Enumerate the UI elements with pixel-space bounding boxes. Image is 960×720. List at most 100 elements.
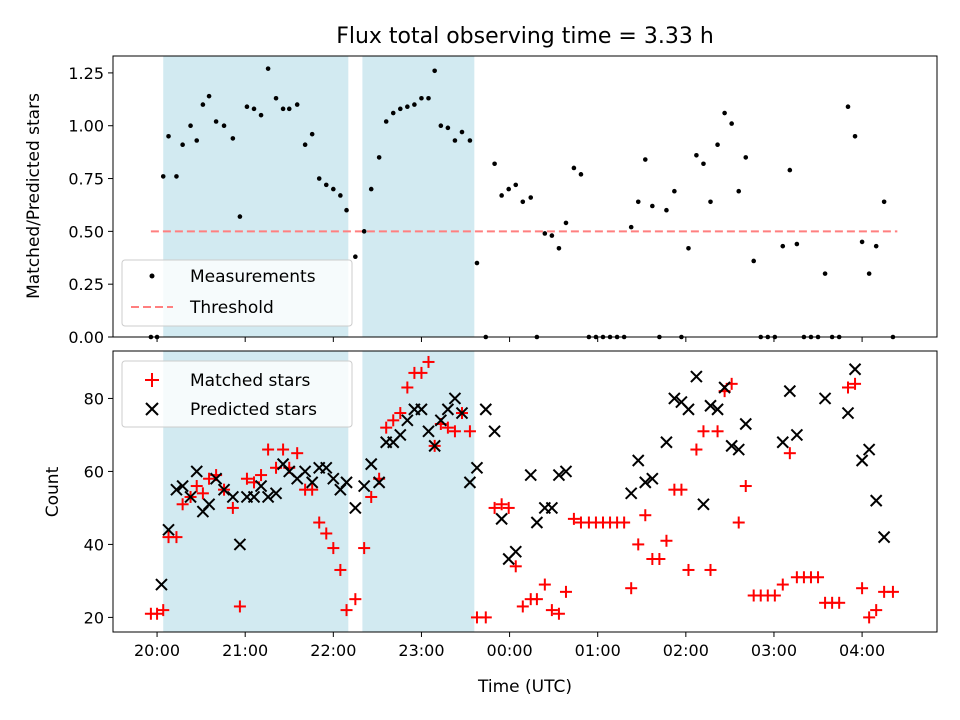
matched-stars-point — [479, 611, 492, 624]
x-tick-label: 01:00 — [575, 641, 621, 660]
measurement-point — [353, 254, 358, 260]
predicted-stars-point — [790, 428, 804, 442]
matched-stars-point — [552, 607, 565, 620]
x-tick-label: 02:00 — [663, 641, 709, 660]
predicted-stars-point — [559, 465, 573, 478]
predicted-stars-point — [327, 472, 340, 485]
measurement-point — [780, 243, 786, 249]
predicted-stars-point — [725, 439, 738, 453]
measurement-point — [419, 95, 424, 101]
measurement-point — [316, 176, 322, 181]
matched-stars-point — [320, 527, 333, 540]
measurement-point — [467, 138, 473, 143]
measurement-point — [715, 142, 720, 148]
predicted-stars-point — [415, 403, 428, 416]
matched-stars-point — [863, 611, 876, 624]
matched-stars-point — [327, 542, 340, 555]
measurement-point — [213, 119, 219, 124]
matched-stars-point — [151, 607, 164, 620]
matched-stars-point — [567, 512, 580, 525]
predicted-stars-point — [401, 414, 414, 427]
measurement-point — [302, 142, 308, 148]
matched-stars-point — [618, 516, 631, 529]
y-tick-label: 0.75 — [68, 170, 104, 189]
predicted-stars-point — [776, 436, 789, 449]
predicted-stars-point — [226, 490, 240, 504]
measurement-point — [549, 233, 555, 238]
chart-title: Flux total observing time = 3.33 h — [336, 24, 714, 49]
x-tick-label: 21:00 — [222, 641, 268, 660]
measurement-point — [650, 203, 655, 209]
matched-stars-point — [157, 604, 170, 617]
measurement-point — [174, 174, 179, 179]
measurement-point — [265, 66, 271, 71]
matched-stars-point — [277, 443, 290, 456]
matched-stars-point — [349, 593, 362, 606]
predicted-stars-point — [372, 476, 386, 489]
matched-stars-point — [870, 604, 883, 617]
predicted-stars-point — [448, 392, 462, 405]
measurement-point — [309, 131, 315, 137]
matched-stars-point — [170, 531, 183, 544]
count-panel: 20 40 60 80 20:00 21:00 22:00 23:00 00:00 01:00 02… — [43, 350, 938, 697]
predicted-stars-point — [530, 516, 544, 529]
predicted-stars-point — [463, 476, 477, 489]
x-axis-label: Time (UTC) — [477, 677, 572, 697]
measurement-point — [338, 193, 343, 198]
predicted-stars-point — [422, 425, 435, 438]
predicted-stars-point — [524, 468, 537, 482]
measurement-point — [438, 123, 444, 129]
measurement-point — [528, 195, 534, 200]
measurement-point — [686, 245, 691, 251]
measurement-point — [708, 199, 713, 205]
predicted-stars-point — [340, 476, 353, 489]
matched-stars-point — [262, 443, 275, 456]
measurement-point — [331, 186, 336, 192]
matched-stars-point — [176, 498, 189, 511]
matched-stars-point — [495, 498, 508, 511]
matched-stars-point — [196, 487, 209, 500]
legend-matched-marker — [145, 373, 159, 387]
matched-stars-point — [203, 472, 216, 485]
matched-stars-point — [545, 604, 558, 617]
measurement-point — [432, 68, 437, 74]
measurement-point — [787, 167, 793, 173]
measurement-point — [206, 93, 212, 99]
predicted-stars-point — [349, 501, 362, 515]
predicted-stars-point — [552, 468, 566, 482]
measurement-point — [499, 193, 504, 198]
matched-stars-point — [240, 472, 253, 485]
measurement-point — [160, 174, 166, 179]
y-tick-label: 80 — [84, 389, 104, 408]
measurement-point — [729, 121, 734, 126]
predicted-stars-point — [261, 490, 275, 504]
measurement-point — [383, 119, 389, 124]
measurement-point — [194, 138, 200, 143]
measurement-point — [881, 199, 887, 205]
matched-stars-point — [856, 582, 869, 595]
measurement-point — [743, 155, 749, 160]
matched-stars-point — [530, 593, 543, 606]
y-tick-label: 20 — [84, 608, 104, 627]
predicted-stars-point — [855, 454, 869, 467]
predicted-stars-point — [704, 399, 717, 412]
predicted-stars-point — [624, 487, 638, 500]
measurement-point — [390, 110, 396, 116]
measurement-point — [492, 161, 497, 167]
x-tick-label: 23:00 — [398, 641, 444, 660]
predicted-stars-point — [739, 417, 752, 431]
measurement-point — [578, 172, 584, 177]
matched-stars-point — [441, 421, 454, 434]
matched-stars-point — [625, 582, 638, 595]
x-tick-label: 00:00 — [487, 641, 533, 660]
matched-stars-point — [732, 516, 745, 529]
legend-predicted-marker — [145, 402, 159, 416]
predicted-stars-point — [233, 538, 247, 551]
matched-stars-point — [768, 589, 781, 602]
matched-stars-point — [690, 443, 703, 456]
count-ylabel: Count — [43, 466, 63, 517]
ratio-panel-frame — [112, 55, 938, 338]
measurement-point — [452, 138, 458, 143]
matched-stars-point — [448, 425, 461, 438]
predicted-stars-point — [247, 490, 261, 504]
